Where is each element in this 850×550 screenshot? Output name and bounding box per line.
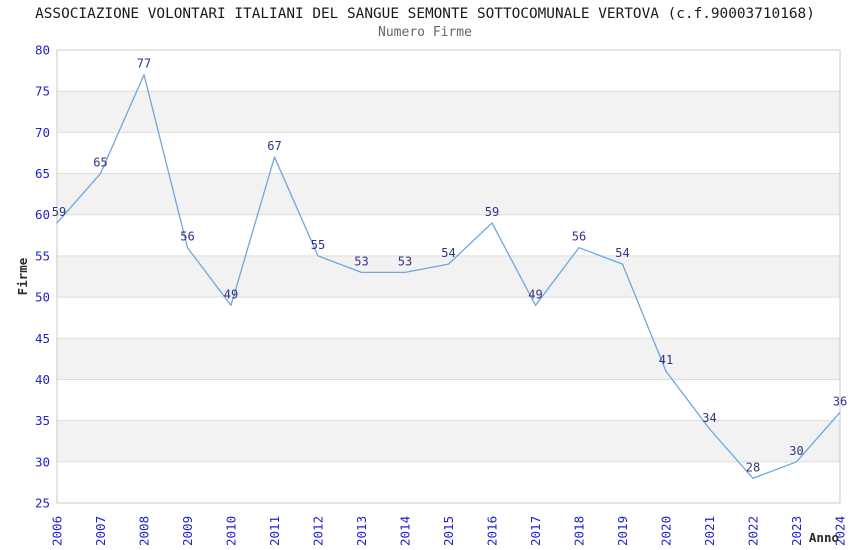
x-tick-label: 2009 (180, 516, 195, 546)
plot-band (57, 461, 840, 503)
plot-band (57, 420, 840, 462)
data-label: 54 (441, 246, 455, 260)
data-label: 49 (224, 287, 238, 301)
y-tick-label: 35 (35, 413, 50, 428)
plot-band (57, 173, 840, 215)
x-tick-label: 2012 (311, 516, 326, 546)
data-label: 56 (180, 230, 194, 244)
y-tick-label: 50 (35, 290, 50, 305)
data-label: 59 (52, 205, 66, 219)
plot-border (56, 49, 841, 504)
y-tick-label: 40 (35, 372, 50, 387)
data-label: 28 (746, 460, 760, 474)
data-label: 54 (615, 246, 629, 260)
y-tick-label: 45 (35, 331, 50, 346)
y-tick-label: 30 (35, 454, 50, 469)
plot-band (57, 297, 840, 339)
data-label: 49 (528, 287, 542, 301)
data-label: 59 (485, 205, 499, 219)
plot-band (57, 50, 840, 92)
chart-title: ASSOCIAZIONE VOLONTARI ITALIANI DEL SANG… (35, 6, 815, 22)
y-axis-title: Firme (15, 257, 30, 295)
data-label: 41 (659, 353, 673, 367)
x-tick-label: 2024 (833, 516, 848, 546)
y-tick-label: 70 (35, 125, 50, 140)
x-tick-label: 2016 (485, 516, 500, 546)
x-tick-label: 2022 (746, 516, 761, 546)
x-tick-label: 2018 (572, 516, 587, 546)
x-tick-label: 2010 (224, 516, 239, 546)
data-label: 67 (267, 139, 281, 153)
plot-band (57, 379, 840, 421)
series-line (56, 74, 841, 479)
data-label: 53 (398, 254, 412, 268)
plot-band (57, 132, 840, 174)
data-label: 30 (789, 444, 803, 458)
y-tick-label: 25 (35, 496, 50, 511)
y-tick-label: 65 (35, 166, 50, 181)
data-label: 53 (354, 254, 368, 268)
x-tick-label: 2014 (398, 516, 413, 546)
x-tick-label: 2015 (441, 516, 456, 546)
x-tick-label: 2020 (659, 516, 674, 546)
x-tick-label: 2013 (354, 516, 369, 546)
data-label: 56 (572, 230, 586, 244)
data-label: 55 (311, 238, 325, 252)
x-tick-label: 2007 (93, 516, 108, 546)
x-tick-label: 2023 (789, 516, 804, 546)
plot-band (57, 214, 840, 256)
data-label: 65 (93, 156, 107, 170)
y-tick-label: 80 (35, 43, 50, 58)
y-tick-label: 55 (35, 248, 50, 263)
x-tick-label: 2008 (137, 516, 152, 546)
data-label: 77 (137, 57, 151, 71)
data-label: 36 (833, 394, 847, 408)
plot-band (57, 91, 840, 133)
data-label: 34 (702, 411, 716, 425)
x-tick-label: 2006 (50, 516, 65, 546)
x-tick-label: 2017 (528, 516, 543, 546)
x-tick-label: 2011 (267, 516, 282, 546)
x-tick-label: 2021 (702, 516, 717, 546)
plot-band (57, 338, 840, 380)
chart-subtitle: Numero Firme (378, 25, 472, 40)
y-tick-label: 75 (35, 84, 50, 99)
plot-band (57, 255, 840, 298)
y-tick-label: 60 (35, 207, 50, 222)
x-tick-label: 2019 (615, 516, 630, 546)
x-axis-title: Anno (809, 530, 839, 545)
